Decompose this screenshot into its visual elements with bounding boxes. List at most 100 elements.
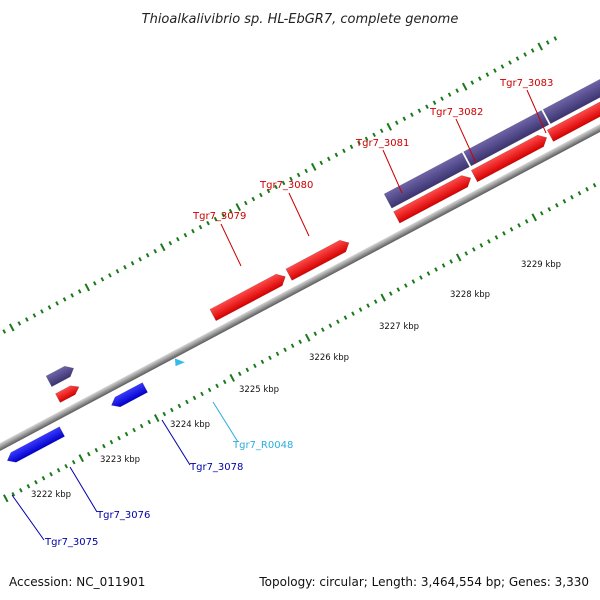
- gene-arrow-tgr7-3078[interactable]: [109, 382, 148, 411]
- leader-tgr7-3079: [220, 223, 242, 267]
- leader-tgr7-r0048: [212, 401, 239, 443]
- tick-mark: [78, 454, 85, 463]
- tick-mark: [64, 463, 68, 469]
- tick-mark: [237, 371, 242, 377]
- leader-tgr7-3081: [382, 149, 403, 194]
- tick-mark: [34, 480, 38, 485]
- gene-arrow-tgr7-3083[interactable]: [546, 91, 600, 142]
- map-title: Thioalkalivibrio sp. HL-EbGR7, complete …: [142, 12, 459, 27]
- gene-label-tgr7-3076[interactable]: Tgr7_3076: [96, 510, 150, 521]
- tick-mark: [366, 303, 370, 308]
- tick-mark: [523, 52, 527, 57]
- tick-mark: [555, 203, 559, 208]
- tick-mark: [229, 373, 235, 382]
- leader-tgr7-3080: [288, 192, 310, 237]
- tick-mark: [25, 317, 29, 322]
- tick-mark: [213, 216, 218, 222]
- tick-mark: [386, 122, 392, 131]
- tick-mark: [524, 219, 529, 224]
- tick-label-3223: 3223 kbp: [100, 455, 140, 465]
- gene-arrow-tgr7-3080[interactable]: [285, 237, 352, 281]
- gene-arrow-tgr7-3076[interactable]: [5, 426, 65, 466]
- tick-mark: [417, 108, 422, 113]
- tick-mark: [358, 307, 363, 312]
- tick-mark: [40, 309, 44, 314]
- tick-mark: [62, 297, 67, 302]
- tick-mark: [434, 267, 438, 272]
- gene-arrow-tgr7-3082[interactable]: [470, 132, 550, 183]
- tick-mark: [479, 243, 484, 248]
- tick-mark: [447, 92, 452, 97]
- tick-mark: [222, 379, 227, 385]
- tick-mark: [585, 186, 589, 192]
- tick-mark: [396, 287, 401, 292]
- tick-mark: [577, 191, 582, 196]
- tick-mark: [531, 213, 537, 222]
- tick-mark: [19, 488, 23, 493]
- tick-mark: [177, 403, 182, 409]
- tick-mark: [235, 203, 242, 212]
- operon-block-3081[interactable]: [383, 152, 470, 209]
- tick-mark: [26, 484, 31, 489]
- tick-mark: [298, 339, 302, 344]
- gene-label-tgr7-3083[interactable]: Tgr7_3083: [499, 78, 553, 89]
- tick-mark: [192, 395, 197, 401]
- tick-mark: [351, 311, 355, 316]
- gene-label-tgr7-3079[interactable]: Tgr7_3079: [192, 211, 246, 222]
- tick-mark: [432, 100, 437, 105]
- tick-mark: [283, 347, 287, 353]
- gene-arrow-tgr7-r0048[interactable]: [172, 355, 185, 367]
- tick-mark: [251, 196, 256, 202]
- tick-mark: [290, 343, 295, 349]
- tick-mark: [2, 329, 7, 334]
- tick-mark: [394, 120, 399, 126]
- leader-tgr7-3075: [11, 494, 45, 541]
- operon-block-3082[interactable]: [463, 110, 550, 167]
- tick-mark: [380, 293, 386, 302]
- tick-mark: [562, 199, 567, 204]
- gene-arrow-forward-small[interactable]: [55, 382, 81, 403]
- tick-label-3229: 3229 kbp: [521, 260, 561, 270]
- gene-label-tgr7-3080[interactable]: Tgr7_3080: [259, 180, 313, 191]
- gene-label-tgr7-3078[interactable]: Tgr7_3078: [189, 462, 243, 473]
- tick-mark: [70, 293, 74, 298]
- tick-mark: [319, 160, 324, 166]
- operon-block-3083[interactable]: [542, 67, 600, 124]
- tick-mark: [11, 492, 16, 497]
- tick-mark: [364, 136, 369, 142]
- tick-mark: [9, 323, 15, 332]
- gene-labels: Tgr7_3075 Tgr7_3076 Tgr7_3078 Tgr7_R0048…: [44, 78, 553, 548]
- tick-mark: [494, 235, 499, 240]
- tick-mark: [94, 447, 99, 453]
- gene-arrow-tgr7-3079[interactable]: [209, 271, 289, 322]
- tick-mark: [170, 407, 174, 413]
- tick-mark: [296, 172, 301, 178]
- tick-mark: [530, 48, 535, 53]
- tick-mark: [461, 82, 468, 91]
- tick-mark: [100, 277, 105, 282]
- tick-mark: [153, 248, 158, 254]
- tick-mark: [310, 162, 317, 171]
- gene-arrow-tgr7-3081[interactable]: [393, 172, 474, 224]
- tick-mark: [328, 323, 333, 328]
- gene-label-tgr7-3081[interactable]: Tgr7_3081: [355, 138, 409, 149]
- tick-mark: [342, 148, 346, 154]
- tick-mark: [185, 399, 189, 405]
- tick-mark: [56, 467, 61, 473]
- tick-mark: [539, 211, 544, 216]
- operon-block-small[interactable]: [45, 363, 76, 387]
- tick-mark: [349, 144, 354, 150]
- gene-label-tgr7-3082[interactable]: Tgr7_3082: [429, 107, 483, 118]
- gene-label-tgr7-r0048[interactable]: Tgr7_R0048: [232, 440, 293, 451]
- tick-mark: [266, 188, 271, 194]
- tick-mark: [117, 435, 121, 441]
- tick-mark: [336, 319, 340, 324]
- gene-label-tgr7-3075[interactable]: Tgr7_3075: [44, 537, 98, 548]
- tick-mark: [440, 96, 444, 101]
- tick-mark: [545, 40, 550, 45]
- tick-mark: [455, 253, 462, 262]
- genome-backbone: [0, 87, 600, 479]
- tick-mark: [191, 228, 195, 234]
- genes-layer: [5, 67, 600, 466]
- tick-mark: [92, 281, 97, 286]
